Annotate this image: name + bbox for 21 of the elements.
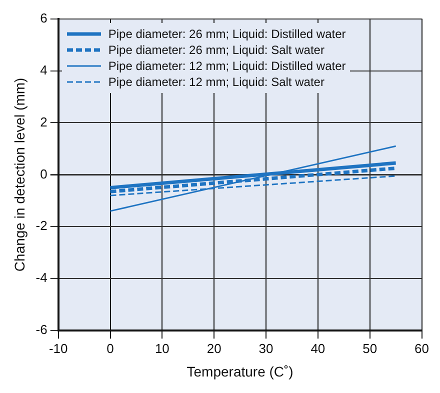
y-tick-label: 0 bbox=[40, 166, 48, 182]
x-tick-label: 20 bbox=[206, 340, 222, 356]
x-axis-title: Temperature (C˚) bbox=[186, 363, 294, 380]
y-tick-label: -4 bbox=[36, 270, 48, 286]
x-tick-label: 30 bbox=[258, 340, 274, 356]
y-tick-label: 4 bbox=[40, 62, 48, 78]
x-tick-label: 50 bbox=[362, 340, 378, 356]
legend-label: Pipe diameter: 12 mm; Liquid: Salt water bbox=[108, 74, 324, 90]
y-tick-label: 2 bbox=[40, 114, 48, 130]
x-tick-label: -10 bbox=[48, 340, 68, 356]
x-tick-label: 10 bbox=[154, 340, 170, 356]
y-axis-title: Change in detection level (mm) bbox=[11, 78, 28, 272]
x-tick-label: 40 bbox=[310, 340, 326, 356]
y-tick-label: -2 bbox=[36, 218, 48, 234]
x-tick-label: 60 bbox=[414, 340, 430, 356]
legend-label: Pipe diameter: 26 mm; Liquid: Distilled water bbox=[108, 26, 346, 42]
y-tick-label: -6 bbox=[36, 322, 48, 338]
y-tick-label: 6 bbox=[40, 10, 48, 26]
legend-label: Pipe diameter: 12 mm; Liquid: Distilled water bbox=[108, 58, 346, 74]
legend-label: Pipe diameter: 26 mm; Liquid: Salt water bbox=[108, 42, 324, 58]
x-tick-label: 0 bbox=[106, 340, 114, 356]
